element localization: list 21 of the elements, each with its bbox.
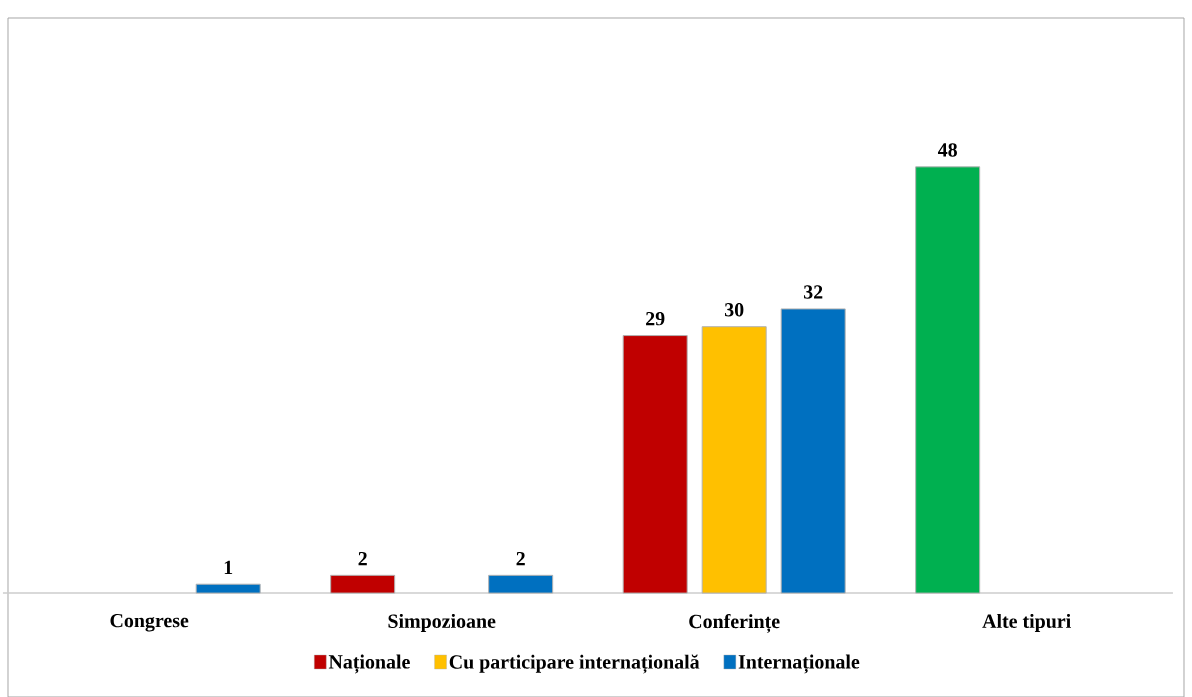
data-label: 32 (803, 285, 823, 299)
bar (622, 334, 688, 594)
legend-label: Naționale (328, 654, 410, 674)
data-label: 2 (516, 551, 525, 565)
bar (780, 308, 846, 594)
legend-label: Cu participare internațională (449, 654, 700, 674)
data-label: 30 (724, 302, 744, 317)
x-tick-label: Conferințe (689, 613, 780, 633)
data-label: 48 (937, 142, 957, 157)
x-tick-label: Simpozioane (388, 613, 496, 632)
bar (915, 166, 981, 594)
x-tick-label: Alte tipuri (982, 613, 1071, 632)
legend-label: Internaționale (738, 654, 860, 674)
data-label: 1 (224, 560, 233, 574)
data-label: 2 (358, 551, 367, 565)
x-tick-label: Congrese (110, 613, 189, 632)
data-label: 29 (646, 311, 665, 326)
bar (701, 325, 767, 594)
bar (195, 583, 261, 594)
bar (330, 574, 396, 594)
bar (488, 574, 554, 594)
